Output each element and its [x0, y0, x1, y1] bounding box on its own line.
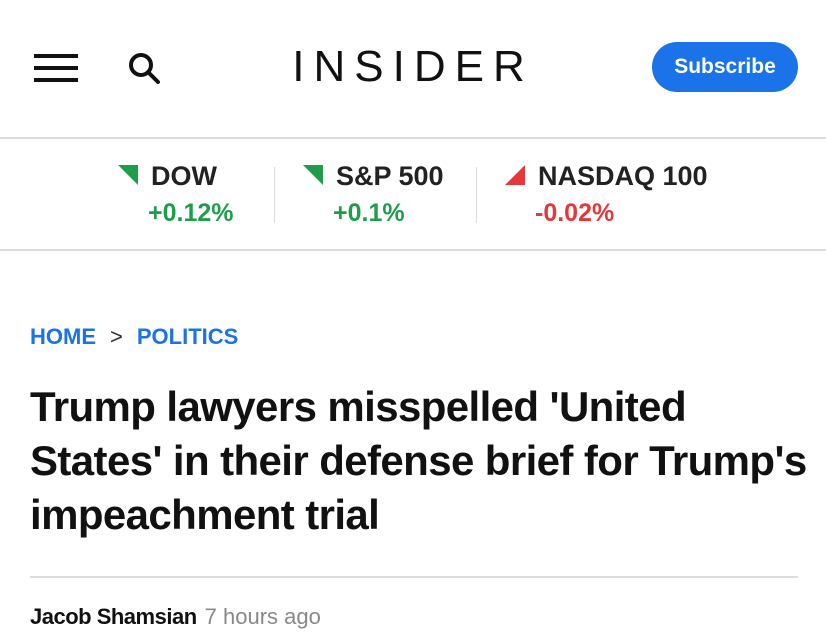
menu-button[interactable]: [34, 54, 80, 82]
ticker-change: +0.1%: [333, 199, 405, 227]
trend-icon: [118, 165, 138, 185]
trend-icon: [303, 165, 323, 185]
ticker-name[interactable]: NASDAQ 100: [538, 161, 708, 191]
divider: [30, 576, 798, 578]
breadcrumb-separator: >: [110, 324, 123, 349]
ticker-separator: [476, 167, 477, 223]
headline: Trump lawyers misspelled 'United States'…: [30, 383, 807, 538]
breadcrumb: HOME > POLITICS: [30, 324, 238, 350]
breadcrumb-link[interactable]: POLITICS: [136, 324, 239, 349]
ticker-name[interactable]: DOW: [151, 161, 217, 191]
breadcrumb-link[interactable]: HOME: [30, 324, 96, 349]
subscribe-button[interactable]: Subscribe: [652, 42, 798, 92]
ticker-separator: [274, 167, 275, 223]
ticker-bar: DOW +0.12% S&P 500 +0.1% NASDAQ 100 -0.02%: [0, 139, 826, 251]
logo[interactable]: INSIDER: [292, 42, 534, 91]
ticker-change: +0.12%: [148, 199, 234, 227]
ticker-change: -0.02%: [535, 199, 615, 227]
ticker-name[interactable]: S&P 500: [336, 161, 444, 191]
trend-icon: [505, 165, 525, 185]
byline: Jacob Shamsian 7 hours ago: [30, 604, 321, 630]
search-button[interactable]: [128, 52, 162, 86]
timestamp: 7 hours ago: [204, 604, 321, 629]
author[interactable]: Jacob Shamsian: [30, 604, 197, 629]
header: INSIDER Subscribe: [0, 0, 826, 139]
